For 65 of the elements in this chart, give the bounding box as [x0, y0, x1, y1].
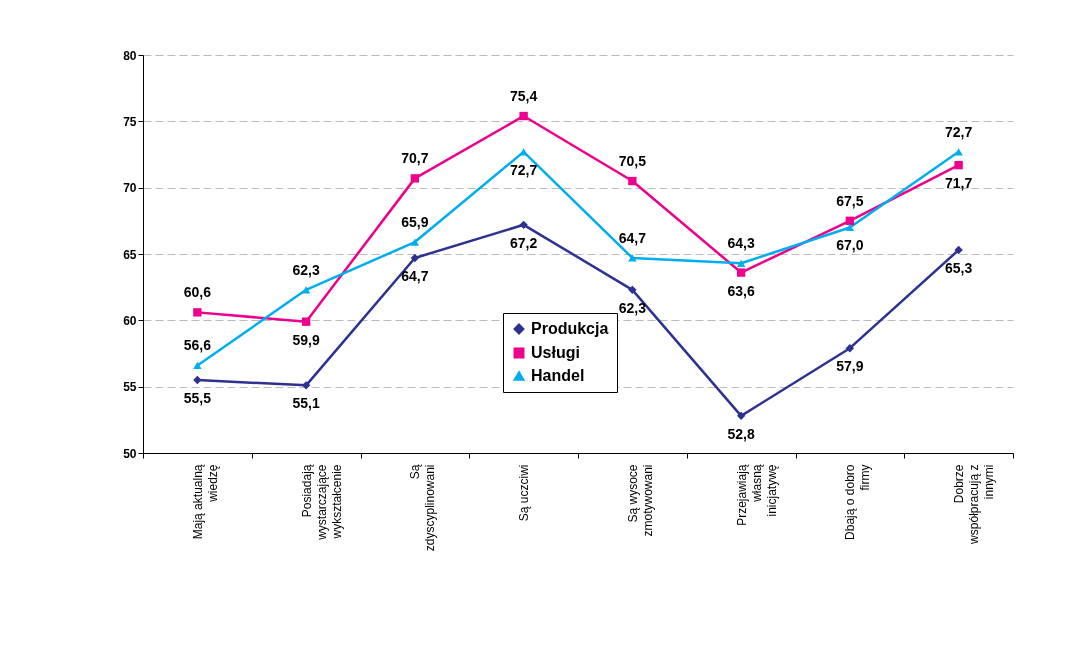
point — [410, 253, 420, 263]
point — [519, 148, 528, 156]
point — [628, 254, 637, 262]
legend-label: Produkcja — [531, 320, 609, 337]
x-tick-label: Dobrze współpracują z innymi — [952, 464, 997, 545]
data-label: 62,3 — [618, 299, 647, 316]
data-label: 60,6 — [183, 284, 212, 301]
data-label: 70,5 — [618, 153, 647, 170]
point — [845, 216, 855, 226]
x-tick-label: Są wysoce zmotywowani — [625, 464, 655, 537]
data-label: 65,9 — [401, 214, 429, 231]
point — [410, 238, 420, 246]
y-tick-label: 70 — [123, 181, 137, 196]
data-label: 55,1 — [292, 395, 320, 412]
point — [736, 268, 746, 277]
y-tick-label: 60 — [123, 313, 137, 328]
point — [410, 174, 420, 183]
data-label: 67,0 — [836, 237, 864, 254]
x-tick-label: Są uczciwi — [517, 464, 532, 522]
data-label: 64,7 — [618, 229, 647, 246]
data-label: 64,7 — [401, 267, 429, 284]
point — [519, 220, 528, 229]
x-tick-label: Posiadają wystarczające wykształcenie — [299, 464, 344, 541]
point — [628, 285, 637, 294]
point — [954, 245, 963, 255]
legend-label: Handel — [531, 367, 585, 384]
y-tick-label: 65 — [123, 247, 137, 262]
point — [193, 361, 202, 370]
data-label: 72,7 — [945, 123, 973, 140]
point — [845, 344, 855, 353]
data-label: 75,4 — [510, 88, 538, 105]
y-tick-label: 50 — [123, 446, 137, 461]
point — [845, 223, 855, 232]
point — [301, 317, 311, 326]
point — [628, 176, 637, 186]
data-label: 56,6 — [183, 337, 212, 354]
point — [301, 286, 311, 294]
data-label: 70,7 — [401, 150, 429, 167]
point — [193, 375, 202, 385]
x-tick-label: Dbają o dobro firmy — [843, 464, 873, 540]
data-label: 71,7 — [945, 175, 973, 192]
data-label: 59,9 — [292, 331, 320, 348]
point — [736, 411, 746, 421]
point — [519, 111, 528, 121]
data-label: 64,3 — [727, 235, 755, 252]
data-label: 55,5 — [183, 390, 212, 407]
data-label: 57,9 — [836, 358, 864, 375]
y-tick-label: 80 — [123, 48, 137, 63]
x-tick-label: Przejawiają własną inicjatywę — [734, 464, 779, 526]
legend-label: Usługi — [531, 344, 580, 361]
point — [193, 308, 202, 317]
data-label: 72,7 — [510, 161, 538, 178]
data-label: 52,8 — [727, 425, 755, 442]
point — [301, 381, 311, 390]
point — [954, 148, 963, 156]
data-label: 65,3 — [945, 260, 973, 277]
y-tick-label: 75 — [123, 114, 137, 129]
data-label: 63,6 — [727, 282, 755, 299]
data-label: 67,5 — [836, 192, 864, 209]
point — [736, 259, 746, 267]
y-tick-label: 55 — [123, 380, 137, 395]
data-label: 62,3 — [292, 261, 320, 278]
x-tick-label: Mają aktualną wiedzę — [190, 464, 220, 540]
data-label: 67,2 — [510, 234, 538, 251]
point — [954, 160, 963, 170]
